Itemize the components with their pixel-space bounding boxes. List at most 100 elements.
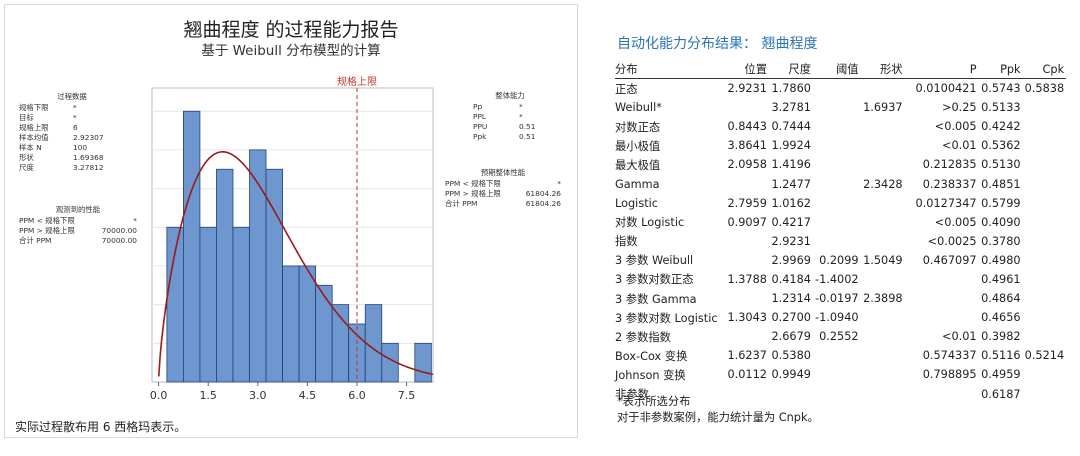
table-row: 最大极值 2.0958 1.4196 0.212835 0.5130 (615, 155, 1066, 174)
table-cell: 0.467097 (922, 253, 977, 267)
table-cell: 0.0100421 (915, 82, 977, 96)
table-cell: 1.5049 (863, 253, 903, 267)
stat-row: 尺度 3.27812 (19, 163, 125, 173)
table-cell: Johnson 变换 (615, 368, 686, 382)
table-cell: 1.2477 (771, 177, 811, 191)
table-cell: <0.01 (941, 139, 977, 153)
table-cell: 0.3780 (981, 234, 1021, 248)
table-row: 非参数 0.6187 (615, 385, 1066, 404)
column-header: P (904, 60, 979, 79)
process-data-header: 过程数据 (57, 92, 87, 101)
table-cell: 3 参数 Weibull (615, 254, 694, 268)
table-cell (813, 194, 861, 213)
table-cell (813, 136, 861, 155)
table-cell: 0.238337 (922, 177, 977, 191)
table-cell: 1.6237 (727, 349, 767, 363)
overall-capability-block: 整体能力 Pp * PPL * PPU 0.51 Ppk 0.51 (473, 91, 547, 142)
stat-label: 样本 N (19, 143, 42, 152)
selected-distribution-note: *表示所选分布 (617, 395, 691, 408)
table-cell: Logistic (615, 196, 658, 210)
table-row: Gamma 1.2477 2.3428 0.238337 0.4851 (615, 174, 1066, 193)
table-cell: 指数 (615, 235, 638, 249)
auto-capability-title: 自动化能力分布结果： 翘曲程度 (617, 36, 818, 52)
table-cell (861, 385, 905, 404)
table-cell (861, 365, 905, 384)
table-cell (721, 232, 769, 251)
table-cell (1023, 327, 1067, 346)
table-cell: Weibull* (615, 101, 662, 115)
table-row: 正态 2.9231 1.7860 0.0100421 0.5743 0.5838 (615, 79, 1066, 99)
expected-performance-header: 预期整体性能 (480, 168, 526, 177)
stat-label: Pp (473, 102, 483, 111)
stat-label: 样本均值 (19, 133, 49, 142)
histogram-bar (298, 265, 317, 383)
table-row: Logistic 2.7959 1.0162 0.0127347 0.5799 (615, 194, 1066, 213)
x-tick-label: 6.0 (348, 389, 366, 402)
table-cell (813, 79, 861, 99)
stat-row: PPM < 规格下限 * (19, 216, 137, 226)
chart-subtitle: 基于 Weibull 分布模型的计算 (201, 43, 381, 59)
x-tick-label: 4.5 (299, 389, 317, 402)
stat-label: 形状 (19, 153, 34, 162)
stat-value: 0.51 (519, 132, 536, 141)
table-cell: 2.3428 (863, 177, 903, 191)
stat-value: 1.69368 (73, 153, 104, 162)
stat-value: 100 (73, 143, 88, 152)
stat-value: 2.92307 (73, 133, 104, 142)
table-cell: 0.2099 (819, 253, 859, 267)
table-cell: Box-Cox 变换 (615, 349, 688, 363)
table-cell (813, 117, 861, 136)
table-cell (813, 365, 861, 384)
chart-title: 翘曲程度 的过程能力报告 (183, 19, 399, 41)
stat-row: PPM > 规格上限 61804.26 (445, 189, 561, 199)
stat-label: 规格下限 (19, 103, 49, 112)
stat-value: 61804.26 (525, 189, 561, 198)
stat-label: PPM < 规格下限 (19, 216, 75, 225)
table-cell (861, 194, 905, 213)
table-cell (861, 117, 905, 136)
capability-report-panel: 翘曲程度 的过程能力报告 基于 Weibull 分布模型的计算 规格上限 0.0… (4, 4, 578, 438)
histogram-bar (364, 304, 383, 383)
table-cell: 0.8443 (727, 120, 767, 134)
table-cell: 0.2552 (819, 330, 859, 344)
stat-row: 形状 1.69368 (19, 153, 125, 163)
table-cell: 对数正态 (615, 120, 661, 134)
table-cell: 0.3982 (981, 330, 1021, 344)
stat-value: * (519, 112, 523, 121)
table-cell: 0.4217 (771, 215, 811, 229)
stat-row: 合计 PPM 70000.00 (19, 236, 137, 246)
stat-label: PPM > 规格上限 (19, 226, 75, 235)
column-header: Cpk (1022, 60, 1067, 79)
histogram-bar (183, 110, 201, 383)
table-row: 3 参数对数 Logistic 1.3043 0.2700 -1.0940 0.4656 (615, 308, 1066, 327)
histogram-bar (348, 323, 366, 383)
table-cell: 1.3788 (727, 272, 767, 286)
table-cell (1023, 155, 1067, 174)
table-cell (905, 308, 979, 327)
table-cell: 0.798895 (922, 368, 977, 382)
table-cell (861, 79, 905, 99)
x-tick-label: 1.5 (199, 389, 217, 402)
stat-row: Ppk 0.51 (473, 132, 547, 142)
column-header: 阈值 (813, 60, 861, 79)
histogram-bar (216, 168, 234, 383)
table-cell: 0.5130 (981, 158, 1021, 172)
stat-value: 3.27812 (73, 163, 104, 172)
table-row: 2 参数指数 2.6679 0.2552 <0.01 0.3982 (615, 327, 1066, 346)
table-cell: 1.4196 (771, 158, 811, 172)
stat-row: 合计 PPM 61804.26 (445, 199, 561, 209)
table-cell: <0.01 (941, 330, 977, 344)
table-cell: 1.3043 (727, 311, 767, 325)
x-tick-label: 7.5 (398, 389, 416, 402)
table-cell: 0.4851 (981, 177, 1021, 191)
column-header: 分布 (615, 60, 721, 79)
table-cell (861, 136, 905, 155)
table-cell: 1.9924 (771, 139, 811, 153)
stat-value: 6 (73, 123, 78, 132)
overall-capability-header: 整体能力 (495, 91, 525, 100)
weibull-fit-curve (157, 151, 434, 377)
table-cell (813, 155, 861, 174)
sigma-footnote: 实际过程散布用 6 西格玛表示。 (15, 420, 187, 434)
table-cell (721, 385, 769, 404)
table-cell (1023, 365, 1067, 384)
